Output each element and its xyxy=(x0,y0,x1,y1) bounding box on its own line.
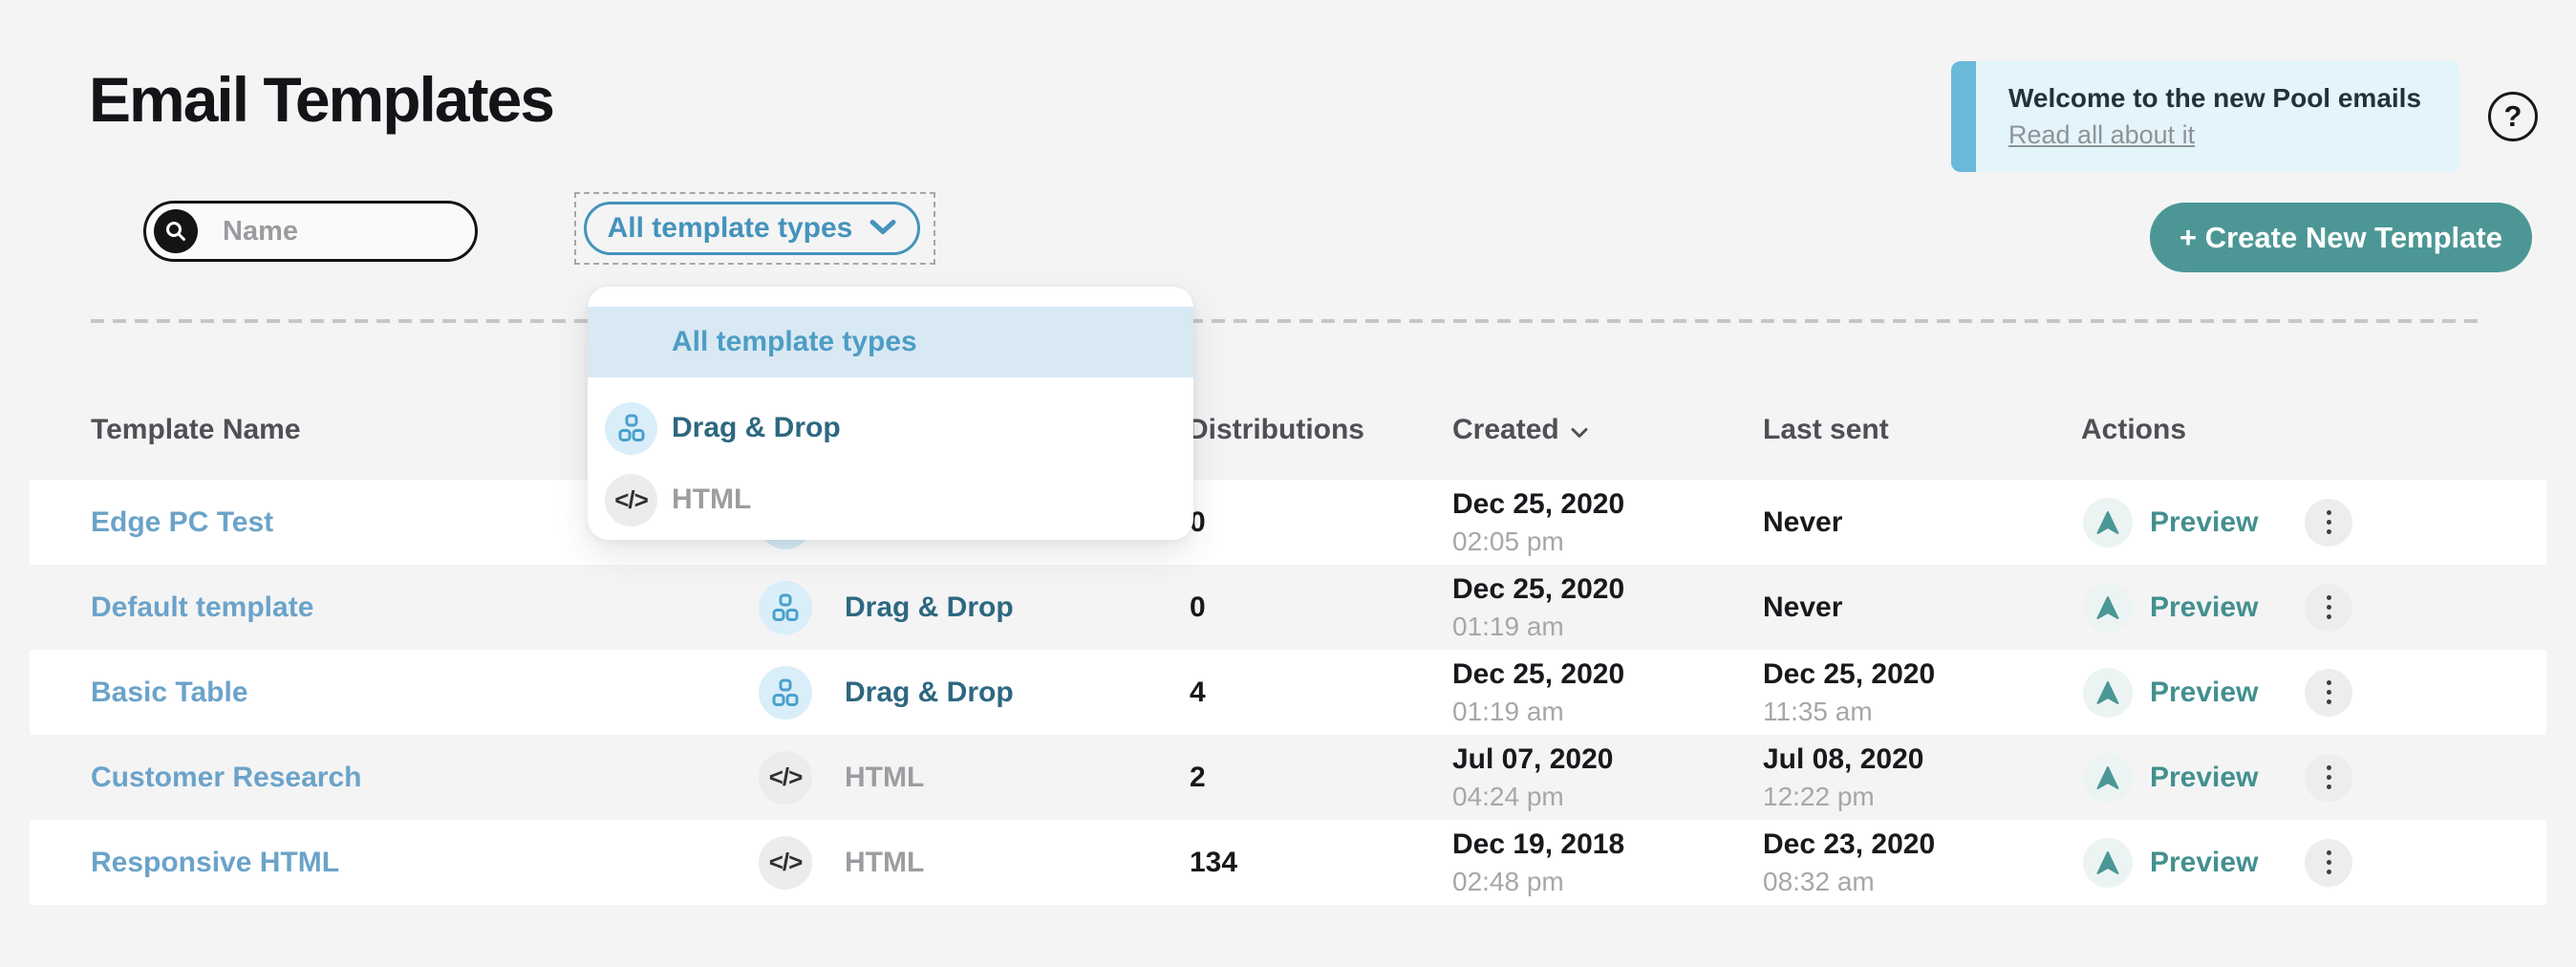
table-row: Responsive HTML </> HTML 134 Dec 19, 201… xyxy=(30,820,2546,905)
template-type-menu: All template types Drag & Drop </> HTML xyxy=(588,287,1193,540)
created-date: Jul 07, 2020 xyxy=(1452,742,1614,775)
distributions-value: 2 xyxy=(1190,761,1206,793)
template-name-link[interactable]: Default template xyxy=(91,591,314,623)
distributions-value: 0 xyxy=(1190,505,1206,538)
template-type-filter-button[interactable]: All template types xyxy=(584,202,920,255)
create-new-template-button[interactable]: + Create New Template xyxy=(2150,203,2532,272)
dashed-divider xyxy=(91,319,2485,323)
row-menu-kebab-button[interactable] xyxy=(2305,668,2353,717)
drag-drop-icon xyxy=(759,665,812,720)
last-sent-date: Dec 25, 2020 xyxy=(1763,657,1936,690)
created-date: Dec 25, 2020 xyxy=(1452,572,1625,605)
preview-icon xyxy=(2083,837,2133,888)
created-time: 02:48 pm xyxy=(1452,866,1564,896)
table-row: Default template Drag & Drop 0 Dec 25, 2… xyxy=(30,565,2546,650)
last-sent-date: Jul 08, 2020 xyxy=(1763,742,1924,775)
created-header-label: Created xyxy=(1452,414,1559,445)
menu-item-all-template-types[interactable]: All template types xyxy=(588,307,1193,377)
template-type-label: Drag & Drop xyxy=(845,591,1014,623)
template-type-label: HTML xyxy=(845,761,925,793)
template-name-link[interactable]: Edge PC Test xyxy=(91,505,274,538)
last-sent-time: 11:35 am xyxy=(1763,696,1873,726)
template-name-link[interactable]: Responsive HTML xyxy=(91,846,340,878)
created-time: 02:05 pm xyxy=(1452,526,1564,556)
search-input[interactable] xyxy=(223,215,442,247)
row-menu-kebab-button[interactable] xyxy=(2305,753,2353,802)
last-sent-date: Dec 23, 2020 xyxy=(1763,827,1936,860)
created-time: 04:24 pm xyxy=(1452,781,1564,811)
search-icon xyxy=(154,209,198,253)
last-sent-time: 08:32 am xyxy=(1763,866,1875,896)
preview-button[interactable]: Preview xyxy=(2083,582,2258,633)
preview-icon xyxy=(2083,582,2133,633)
sort-desc-icon xyxy=(1571,414,1588,446)
filter-label: All template types xyxy=(607,212,853,244)
menu-item-drag-drop[interactable]: Drag & Drop xyxy=(588,392,1193,464)
created-time: 01:19 am xyxy=(1452,696,1564,726)
column-header-created[interactable]: Created xyxy=(1452,414,1588,446)
template-name-link[interactable]: Basic Table xyxy=(91,676,248,708)
preview-button[interactable]: Preview xyxy=(2083,497,2258,548)
menu-item-html[interactable]: </> HTML xyxy=(588,463,1193,536)
preview-button[interactable]: Preview xyxy=(2083,667,2258,718)
column-header-last-sent: Last sent xyxy=(1763,414,1889,445)
preview-button[interactable]: Preview xyxy=(2083,837,2258,888)
preview-icon xyxy=(2083,497,2133,548)
preview-icon xyxy=(2083,752,2133,803)
last-sent-date: Never xyxy=(1763,505,1843,538)
page-title: Email Templates xyxy=(89,64,555,135)
drag-drop-icon xyxy=(759,580,812,634)
created-date: Dec 25, 2020 xyxy=(1452,487,1625,520)
code-icon: </> xyxy=(759,750,812,805)
template-type-label: Drag & Drop xyxy=(845,676,1014,708)
drag-drop-icon xyxy=(605,401,657,455)
banner-content: Welcome to the new Pool emails Read all … xyxy=(1976,61,2459,172)
distributions-value: 134 xyxy=(1190,846,1238,878)
table-row: Customer Research </> HTML 2 Jul 07, 202… xyxy=(30,735,2546,820)
template-type-label: HTML xyxy=(845,846,925,878)
banner-read-link[interactable]: Read all about it xyxy=(2008,120,2196,149)
code-icon: </> xyxy=(759,835,812,890)
preview-icon xyxy=(2083,667,2133,718)
created-date: Dec 19, 2018 xyxy=(1452,827,1625,860)
column-header-actions: Actions xyxy=(2081,414,2187,445)
banner-accent-bar xyxy=(1951,61,1976,172)
search-field xyxy=(143,201,478,262)
distributions-value: 0 xyxy=(1190,591,1206,623)
filter-focus-outline xyxy=(574,192,935,265)
table-row: Basic Table Drag & Drop 4 Dec 25, 2020 0… xyxy=(30,650,2546,735)
template-name-link[interactable]: Customer Research xyxy=(91,761,362,793)
banner-heading: Welcome to the new Pool emails xyxy=(2008,83,2422,113)
row-menu-kebab-button[interactable] xyxy=(2305,583,2353,632)
row-menu-kebab-button[interactable] xyxy=(2305,838,2353,887)
chevron-down-icon xyxy=(869,219,896,239)
question-mark-icon: ? xyxy=(2503,99,2522,133)
row-menu-kebab-button[interactable] xyxy=(2305,498,2353,547)
code-icon: </> xyxy=(605,473,657,526)
last-sent-time: 12:22 pm xyxy=(1763,781,1875,811)
announcement-banner: Welcome to the new Pool emails Read all … xyxy=(1951,61,2459,172)
table-row: Edge PC Test Drag & Drop 0 Dec 25, 2020 … xyxy=(30,480,2546,565)
column-header-distributions: Distributions xyxy=(1188,414,1364,445)
created-time: 01:19 am xyxy=(1452,611,1564,641)
last-sent-date: Never xyxy=(1763,591,1843,623)
preview-button[interactable]: Preview xyxy=(2083,752,2258,803)
created-date: Dec 25, 2020 xyxy=(1452,657,1625,690)
distributions-value: 4 xyxy=(1190,676,1206,708)
help-button[interactable]: ? xyxy=(2488,92,2538,141)
column-header-template-name: Template Name xyxy=(91,414,301,445)
